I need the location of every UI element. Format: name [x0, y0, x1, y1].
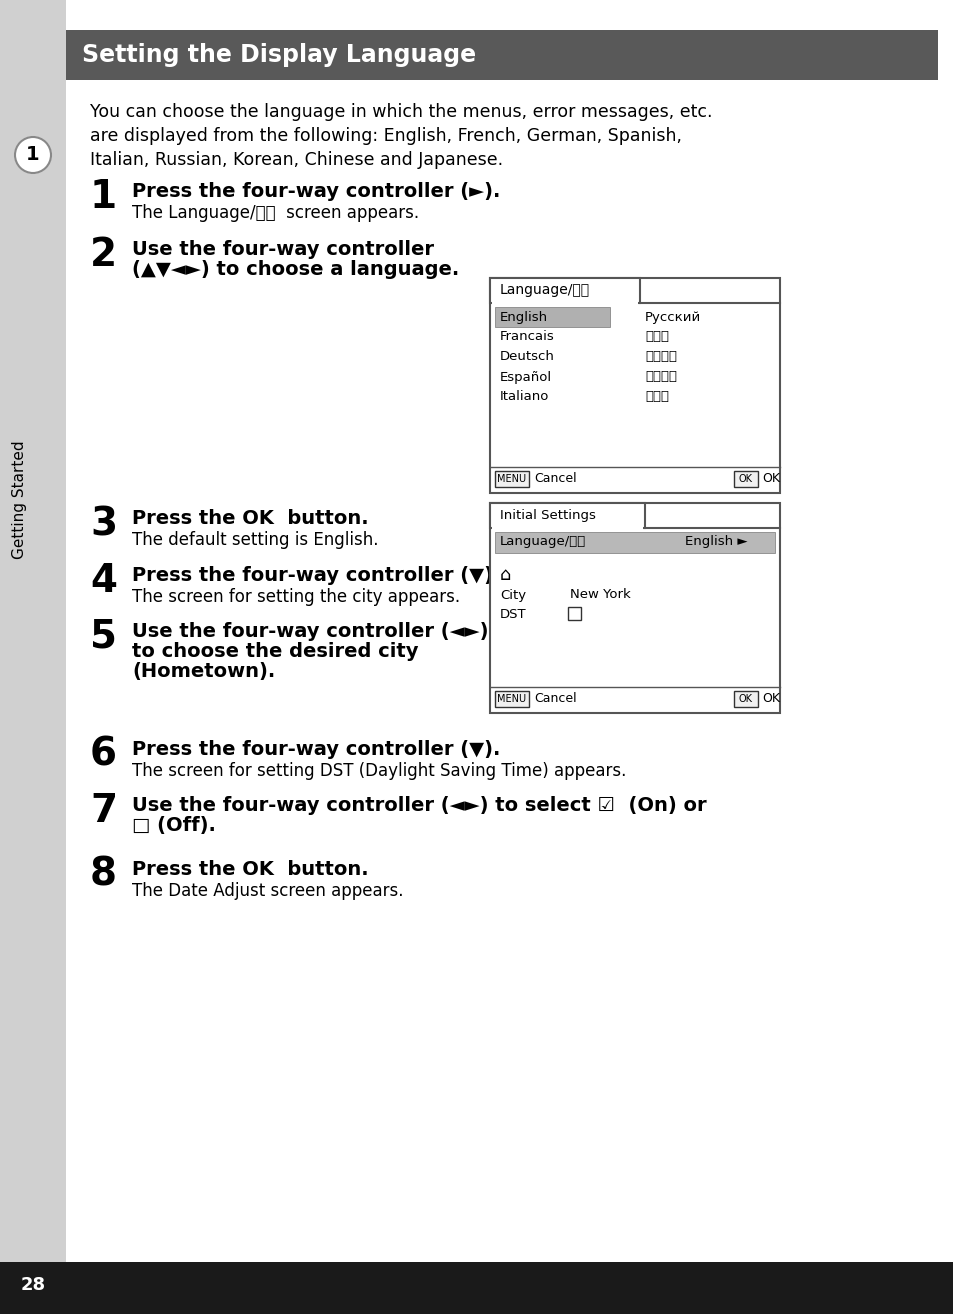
Bar — [495, 532, 774, 553]
Text: The default setting is English.: The default setting is English. — [132, 531, 378, 549]
Text: Italian, Russian, Korean, Chinese and Japanese.: Italian, Russian, Korean, Chinese and Ja… — [90, 151, 502, 170]
Bar — [490, 279, 780, 493]
Bar — [492, 301, 638, 305]
Text: 3: 3 — [90, 505, 117, 543]
Text: Use the four-way controller: Use the four-way controller — [132, 240, 434, 259]
Text: Setting the Display Language: Setting the Display Language — [82, 43, 476, 67]
Text: English: English — [499, 310, 548, 323]
Text: 5: 5 — [90, 618, 117, 656]
Bar — [490, 503, 780, 714]
Bar — [490, 503, 644, 528]
Text: OK: OK — [739, 694, 752, 704]
Text: Cancel: Cancel — [534, 473, 576, 485]
Text: 2: 2 — [90, 237, 117, 275]
Text: Use the four-way controller (◄►): Use the four-way controller (◄►) — [132, 622, 488, 641]
Text: Русский: Русский — [644, 310, 700, 323]
Text: 中文简体: 中文简体 — [644, 371, 677, 384]
Bar — [495, 691, 529, 707]
Text: The screen for setting DST (Daylight Saving Time) appears.: The screen for setting DST (Daylight Sav… — [132, 762, 626, 781]
Text: You can choose the language in which the menus, error messages, etc.: You can choose the language in which the… — [90, 102, 712, 121]
Text: Use the four-way controller (◄►) to select ☑  (On) or: Use the four-way controller (◄►) to sele… — [132, 796, 706, 815]
Text: OK: OK — [761, 473, 780, 485]
Text: MENU: MENU — [497, 474, 526, 484]
Bar — [492, 526, 642, 530]
Bar — [495, 307, 609, 327]
Text: Initial Settings: Initial Settings — [499, 509, 596, 522]
Text: OK: OK — [761, 692, 780, 706]
Text: New York: New York — [569, 589, 630, 602]
Text: Deutsch: Deutsch — [499, 351, 555, 364]
Text: Press the four-way controller (►).: Press the four-way controller (►). — [132, 183, 500, 201]
Text: 1: 1 — [26, 146, 40, 164]
Text: 日本語: 日本語 — [644, 390, 668, 403]
Text: to choose the desired city: to choose the desired city — [132, 643, 418, 661]
Text: 한국어: 한국어 — [644, 331, 668, 343]
Text: English ►: English ► — [684, 536, 747, 548]
Text: Press the OK  button.: Press the OK button. — [132, 859, 368, 879]
Text: ⌂: ⌂ — [499, 566, 511, 583]
Text: The Date Adjust screen appears.: The Date Adjust screen appears. — [132, 882, 403, 900]
Circle shape — [15, 137, 51, 173]
Text: Italiano: Italiano — [499, 390, 549, 403]
Text: Getting Started: Getting Started — [12, 440, 28, 560]
Bar — [733, 470, 758, 487]
Bar — [567, 607, 580, 620]
Text: 6: 6 — [90, 736, 117, 774]
Text: 1: 1 — [90, 177, 117, 215]
Text: Language/言語: Language/言語 — [499, 536, 586, 548]
Text: Press the OK  button.: Press the OK button. — [132, 509, 368, 528]
Bar — [0, 1261, 953, 1314]
Text: Press the four-way controller (▼).: Press the four-way controller (▼). — [132, 566, 500, 585]
Bar — [733, 691, 758, 707]
Bar — [0, 0, 66, 1314]
Text: (Hometown).: (Hometown). — [132, 662, 275, 681]
Text: Español: Español — [499, 371, 552, 384]
Text: City: City — [499, 589, 525, 602]
Text: Francais: Francais — [499, 331, 554, 343]
Text: OK: OK — [739, 474, 752, 484]
Text: □ (Off).: □ (Off). — [132, 816, 215, 834]
Bar — [495, 470, 529, 487]
Text: 4: 4 — [90, 562, 117, 600]
Text: The screen for setting the city appears.: The screen for setting the city appears. — [132, 587, 459, 606]
Text: DST: DST — [499, 608, 526, 622]
Text: (▲▼◄►) to choose a language.: (▲▼◄►) to choose a language. — [132, 260, 458, 279]
Text: MENU: MENU — [497, 694, 526, 704]
Bar — [490, 279, 639, 304]
Bar — [66, 30, 937, 80]
Text: 8: 8 — [90, 855, 117, 894]
Text: 7: 7 — [90, 792, 117, 830]
Text: 28: 28 — [20, 1276, 46, 1294]
Text: are displayed from the following: English, French, German, Spanish,: are displayed from the following: Englis… — [90, 127, 681, 145]
Text: The Language/言語  screen appears.: The Language/言語 screen appears. — [132, 204, 418, 222]
Text: 中文繁体: 中文繁体 — [644, 351, 677, 364]
Text: Cancel: Cancel — [534, 692, 576, 706]
Text: Press the four-way controller (▼).: Press the four-way controller (▼). — [132, 740, 500, 759]
Text: Language/言語: Language/言語 — [499, 283, 590, 297]
